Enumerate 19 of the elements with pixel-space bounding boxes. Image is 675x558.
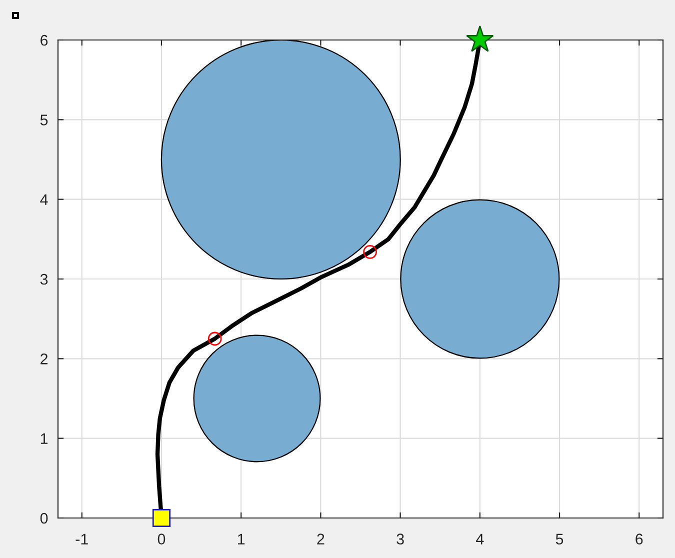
y-tick-label: 0: [40, 512, 48, 524]
y-tick-label: 2: [40, 354, 48, 364]
x-tick-label: 6: [636, 534, 643, 544]
y-tick-label: 1: [40, 433, 48, 444]
y-tick-label: 5: [40, 114, 48, 126]
point: [152, 508, 171, 528]
point: [208, 332, 222, 346]
x-tick-label: 0: [158, 534, 166, 544]
y-tick-label: 4: [40, 194, 48, 205]
y-tick-label: 6: [40, 34, 48, 46]
x-tick-label: 1: [238, 534, 245, 544]
x-tick-label: 2: [317, 534, 324, 544]
y-tick-label: 3: [40, 274, 48, 285]
x-tick-label: -1: [76, 534, 88, 544]
x-tick-label: 3: [396, 534, 404, 544]
x-tick-label: 4: [476, 534, 484, 544]
x-tick-label: 5: [556, 534, 564, 544]
point: [466, 25, 494, 52]
point: [363, 244, 377, 259]
